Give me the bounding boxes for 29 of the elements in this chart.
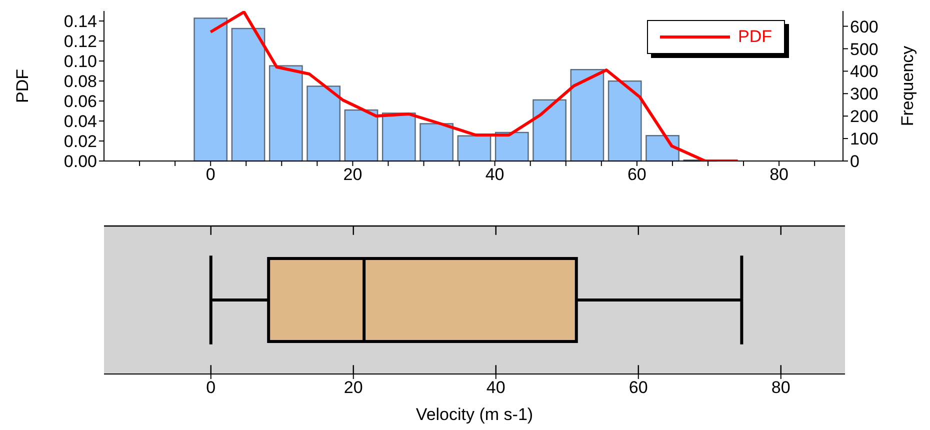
x-tick-label: 20 xyxy=(344,378,363,398)
y2-tick-label: 200 xyxy=(850,107,878,126)
y-tick-label: 0.10 xyxy=(64,52,97,72)
y2-tick-label: 100 xyxy=(850,130,878,149)
x-tick-label: 20 xyxy=(343,165,362,184)
y2-tick-label: 500 xyxy=(850,40,878,59)
legend-label: PDF xyxy=(738,27,772,47)
y-tick-label: 0.06 xyxy=(64,92,97,112)
y-tick-label: 0.14 xyxy=(64,12,97,32)
y-tick-label: 0.12 xyxy=(64,32,97,52)
y-tick-label: 0.00 xyxy=(64,152,97,172)
x-tick-label: 40 xyxy=(486,378,506,398)
y-tick-label: 0.04 xyxy=(64,112,97,132)
x-tick-label: 80 xyxy=(771,378,790,398)
x-tick-label: 60 xyxy=(627,165,646,184)
y2-tick-label: 400 xyxy=(850,62,878,82)
x-tick-label: 40 xyxy=(485,165,504,184)
x-tick-label: 80 xyxy=(770,165,789,184)
x-tick-label: 0 xyxy=(206,378,216,398)
y-tick-label: 0.02 xyxy=(64,132,97,152)
x-tick-label: 60 xyxy=(628,378,648,398)
y2-tick-label: 600 xyxy=(850,17,878,36)
y2-axis-title: Frequency xyxy=(898,45,918,126)
y-axis-title: PDF xyxy=(13,69,32,103)
x-axis-title: Velocity (m s-1) xyxy=(416,405,534,424)
y2-tick-label: 0 xyxy=(850,152,860,172)
y-tick-label: 0.08 xyxy=(64,72,97,92)
y2-tick-label: 300 xyxy=(850,84,878,104)
x-tick-label: 0 xyxy=(206,165,216,184)
